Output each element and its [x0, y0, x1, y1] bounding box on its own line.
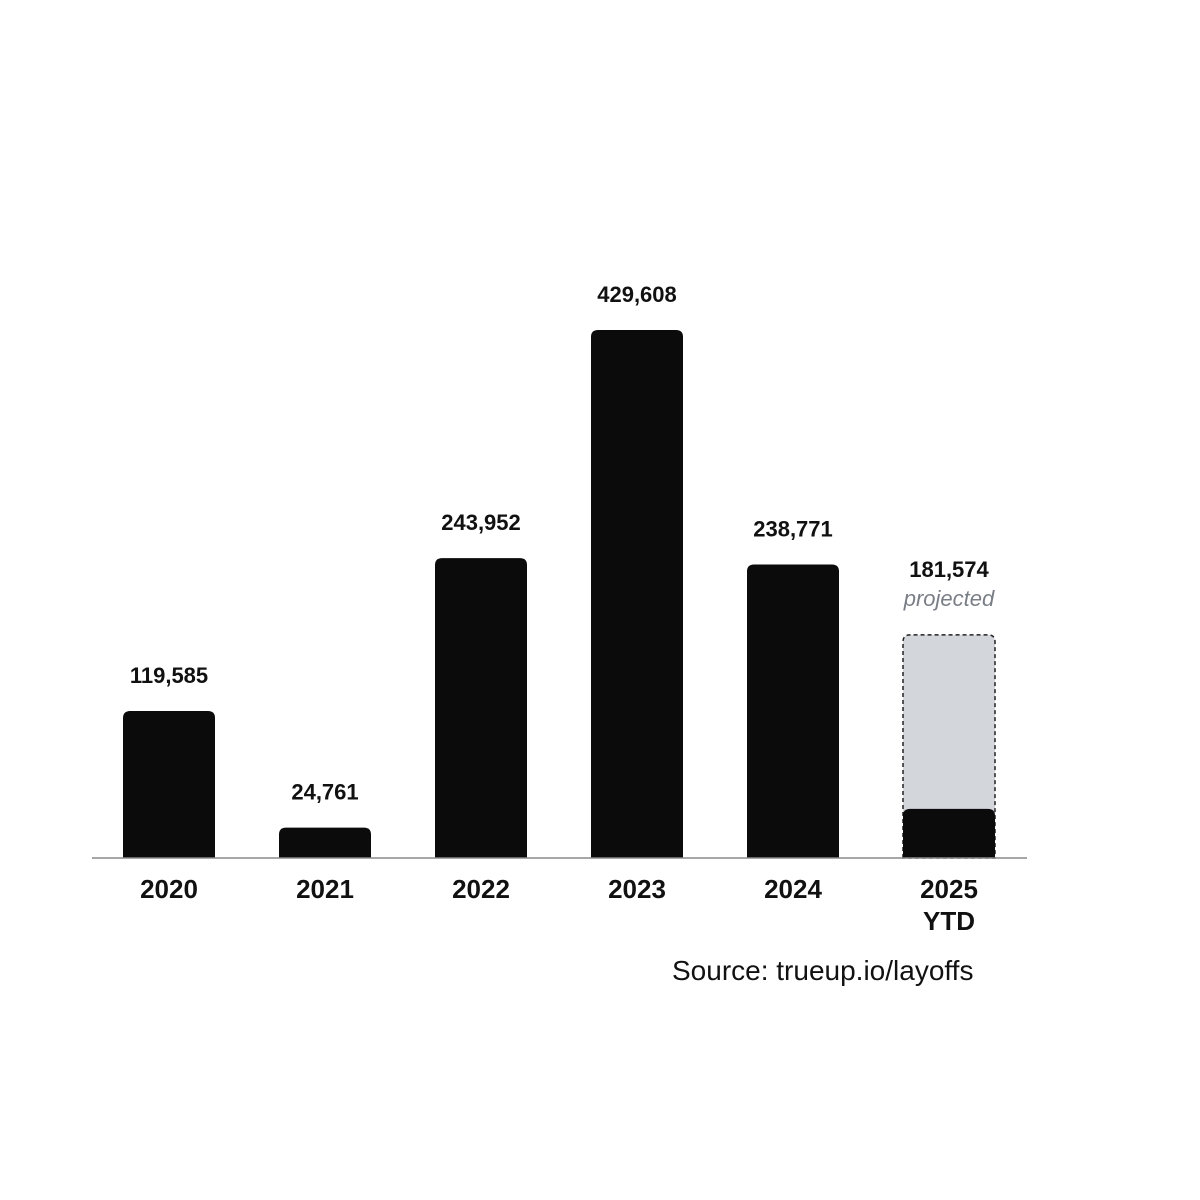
bar — [591, 330, 683, 858]
category-label: 2021 — [296, 874, 354, 904]
bar — [435, 558, 527, 858]
category-label: 2024 — [764, 874, 822, 904]
category-label: 2020 — [140, 874, 198, 904]
projected-label: projected — [903, 586, 995, 611]
category-label: 2025 — [920, 874, 978, 904]
source-note: Source: trueup.io/layoffs — [672, 955, 974, 986]
category-label: 2022 — [452, 874, 510, 904]
category-label: YTD — [923, 906, 975, 936]
value-label: 238,771 — [753, 517, 833, 542]
bar-ytd-actual — [903, 808, 995, 858]
category-label: 2023 — [608, 874, 666, 904]
value-label: 119,585 — [130, 663, 208, 688]
value-label: 243,952 — [441, 510, 521, 535]
bar — [123, 711, 215, 858]
value-label: 429,608 — [597, 282, 677, 307]
bar — [279, 827, 371, 858]
bar — [747, 564, 839, 858]
value-label: 181,574 — [909, 557, 989, 582]
value-label: 24,761 — [291, 780, 358, 805]
bar-projected — [902, 634, 996, 859]
